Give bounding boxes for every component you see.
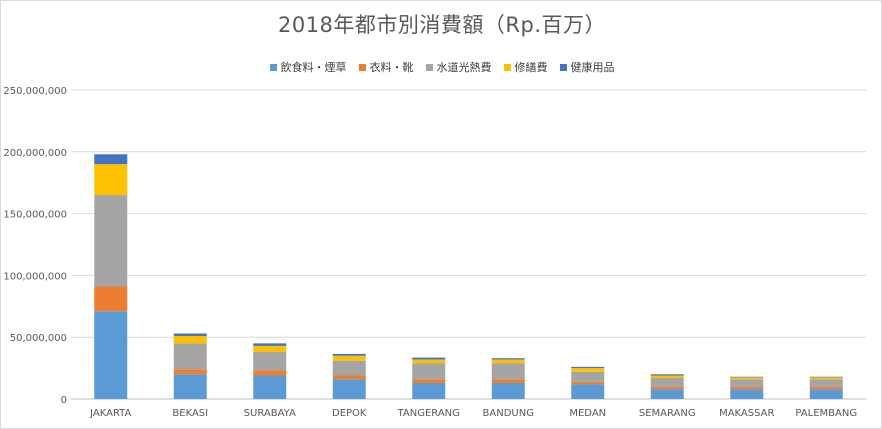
legend-label: 健康用品: [570, 61, 615, 74]
bar-segment: [412, 363, 446, 380]
bar-segment: [809, 376, 843, 378]
bar-segment: [730, 379, 764, 387]
chart-title: 2018年都市別消費額（Rp.百万）: [277, 13, 607, 37]
bar-segment: [809, 386, 843, 390]
x-tick-label: TANGERANG: [397, 408, 460, 419]
bar-segment: [491, 379, 525, 383]
bar-segment: [491, 363, 525, 380]
bar-segment: [173, 335, 207, 344]
legend-item: 水道光熱費: [425, 59, 492, 75]
bar-segment: [253, 375, 287, 399]
y-tick-label: 150,000,000: [3, 210, 67, 221]
bar-segment: [173, 333, 207, 336]
bar-segment: [94, 311, 128, 399]
y-tick-label: 250,000,000: [3, 86, 67, 97]
x-tick-label: SEMARANG: [639, 408, 696, 419]
legend-label: 水道光熱費: [436, 61, 492, 74]
bar-segment: [332, 353, 366, 356]
bar-segment: [809, 379, 843, 387]
bar-segment: [809, 377, 843, 380]
bar-segment: [332, 360, 366, 376]
bar-segment: [94, 164, 128, 196]
bar-segment: [253, 370, 287, 376]
bar-segment: [650, 389, 684, 399]
bar-segment: [650, 375, 684, 378]
bar-segment: [173, 369, 207, 375]
bar-segment: [253, 343, 287, 346]
bar-segment: [332, 355, 366, 361]
y-tick-label: 0: [61, 395, 67, 406]
bar-segment: [94, 286, 128, 312]
bar-segment: [332, 379, 366, 399]
legend-label: 衣料・靴: [369, 61, 414, 74]
legend-swatch: [269, 63, 277, 71]
x-tick-label: BEKASI: [172, 408, 208, 419]
bar-segment: [412, 359, 446, 364]
bar-segment: [809, 389, 843, 399]
bar-segment: [571, 371, 605, 382]
bar-segment: [332, 375, 366, 380]
legend-swatch: [559, 63, 567, 71]
legend-label: 飲食料・煙草: [280, 61, 347, 74]
bar-segment: [253, 352, 287, 371]
bar-segment: [94, 154, 128, 165]
bar-segment: [650, 386, 684, 390]
bar-segment: [412, 357, 446, 360]
bar-segment: [730, 386, 764, 390]
bar-segment: [412, 379, 446, 383]
chart-legend: 飲食料・煙草 衣料・靴 水道光熱費 修繕費 健康用品: [1, 59, 882, 75]
legend-item: 飲食料・煙草: [269, 59, 347, 75]
bar-segment: [730, 377, 764, 380]
legend-label: 修繕費: [514, 61, 548, 74]
bar-segment: [173, 374, 207, 399]
bar-segment: [412, 382, 446, 399]
legend-item: 健康用品: [559, 59, 615, 75]
x-tick-label: BANDUNG: [483, 408, 534, 419]
bar-segment: [571, 384, 605, 399]
x-tick-label: MEDAN: [569, 408, 606, 419]
x-tick-label: MAKASSAR: [719, 408, 774, 419]
bar-segment: [571, 366, 605, 369]
legend-swatch: [425, 63, 433, 71]
bar-segment: [730, 376, 764, 378]
bar-segment: [491, 358, 525, 360]
bar-segment: [173, 343, 207, 370]
legend-swatch: [503, 63, 511, 71]
bar-segment: [94, 195, 128, 287]
y-tick-label: 50,000,000: [10, 333, 67, 344]
bar-segment: [253, 345, 287, 353]
legend-item: 修繕費: [503, 59, 548, 75]
x-tick-label: DEPOK: [332, 408, 367, 419]
bar-segment: [730, 389, 764, 399]
y-tick-label: 200,000,000: [3, 148, 67, 159]
bar-segment: [491, 382, 525, 399]
y-tick-label: 100,000,000: [3, 271, 67, 282]
bar-segment: [571, 381, 605, 385]
x-tick-label: PALEMBANG: [795, 408, 857, 419]
x-tick-label: JAKARTA: [89, 408, 131, 419]
bar-segment: [571, 368, 605, 372]
legend-item: 衣料・靴: [358, 59, 414, 75]
x-tick-label: SURABAYA: [244, 408, 296, 419]
bar-segment: [650, 374, 684, 376]
bar-segment: [650, 377, 684, 387]
bar-segment: [491, 359, 525, 364]
legend-swatch: [358, 63, 366, 71]
